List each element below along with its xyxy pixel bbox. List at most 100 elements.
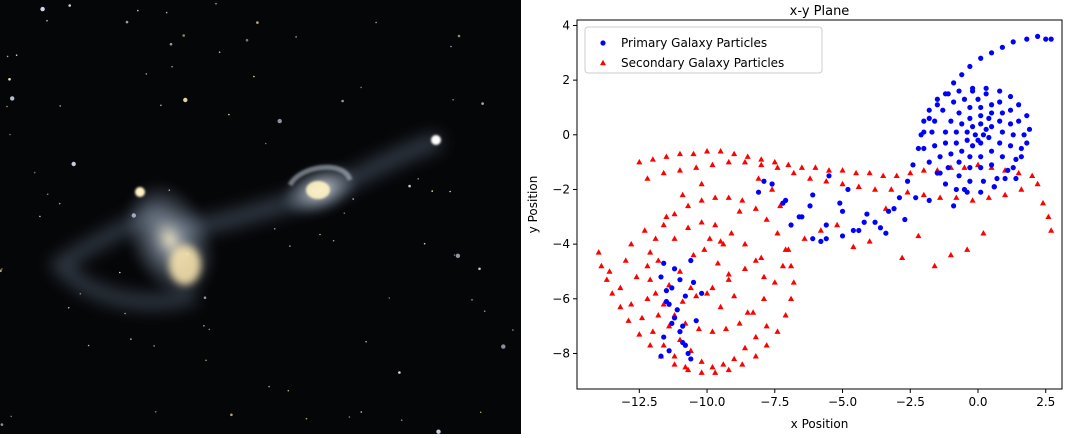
primary-particle <box>823 236 829 242</box>
secondary-particle <box>660 342 667 348</box>
secondary-particle <box>741 158 749 165</box>
star <box>160 104 162 107</box>
secondary-particle <box>698 197 705 203</box>
secondary-particle <box>671 353 678 359</box>
primary-particle <box>986 115 992 121</box>
primary-particle <box>780 200 786 206</box>
secondary-particle <box>1002 191 1009 198</box>
star <box>253 75 255 78</box>
primary-particle <box>956 173 962 179</box>
secondary-particle <box>698 219 705 225</box>
x-tick-label: −12.5 <box>621 395 658 409</box>
primary-particle <box>988 102 995 108</box>
star <box>203 325 205 327</box>
primary-particle <box>864 211 870 217</box>
star <box>46 19 48 22</box>
secondary-particle <box>704 290 711 296</box>
primary-particle <box>929 129 935 135</box>
primary-particle <box>902 216 908 223</box>
primary-particle <box>997 140 1003 146</box>
star <box>59 105 61 107</box>
primary-particle <box>885 208 892 214</box>
secondary-particle <box>644 262 651 269</box>
star <box>67 306 70 309</box>
secondary-particle <box>853 169 860 176</box>
primary-particle <box>978 121 984 127</box>
secondary-particle <box>644 295 651 302</box>
primary-particle <box>978 55 984 61</box>
primary-particle <box>682 293 688 299</box>
star <box>6 105 8 108</box>
secondary-particle <box>937 194 944 200</box>
primary-particle <box>861 219 867 225</box>
secondary-particle <box>880 172 887 179</box>
secondary-particle <box>1048 227 1055 233</box>
primary-particle <box>666 348 672 354</box>
primary-particle <box>953 129 959 135</box>
bright-star <box>431 135 441 145</box>
primary-particle <box>1018 145 1024 152</box>
secondary-particle <box>701 246 708 252</box>
y-tick-label: 4 <box>562 18 570 32</box>
secondary-particle <box>763 216 770 222</box>
secondary-particle <box>685 366 692 373</box>
x-tick-label: −10.0 <box>689 395 726 409</box>
primary-particle <box>978 154 984 160</box>
secondary-particle <box>609 290 616 296</box>
primary-particle <box>983 91 989 97</box>
star <box>455 253 461 258</box>
secondary-particle <box>685 224 692 230</box>
secondary-particle <box>603 276 610 282</box>
primary-particle <box>850 227 856 234</box>
secondary-particle <box>728 230 735 236</box>
primary-particle <box>945 91 951 97</box>
primary-particle <box>658 274 664 280</box>
secondary-particle <box>736 208 743 214</box>
primary-particle <box>910 162 916 168</box>
secondary-particle <box>806 175 814 181</box>
secondary-particle <box>750 309 757 315</box>
secondary-particle <box>725 276 732 282</box>
star <box>423 242 426 245</box>
galaxy-photo <box>0 0 521 434</box>
star <box>218 51 221 53</box>
secondary-particle <box>758 254 765 261</box>
primary-particle <box>810 236 816 242</box>
primary-particle <box>677 277 683 283</box>
primary-particle <box>1013 175 1019 182</box>
secondary-particle <box>774 328 781 334</box>
secondary-particle <box>961 164 968 170</box>
star <box>319 233 321 236</box>
primary-particle <box>942 140 949 146</box>
secondary-particle <box>617 303 624 310</box>
primary-particle <box>663 288 670 294</box>
primary-particle <box>823 222 829 228</box>
primary-particle <box>988 148 995 154</box>
legend-marker-primary <box>600 40 606 46</box>
secondary-particle <box>769 186 776 192</box>
primary-particle <box>991 184 997 190</box>
secondary-particle <box>720 361 727 367</box>
secondary-particle <box>1018 186 1025 192</box>
primary-particle <box>1043 36 1049 42</box>
secondary-particle <box>695 325 702 332</box>
star <box>6 55 9 58</box>
x-axis-ticks: −12.5 −10.0 −7.5 −5.0 −2.5 0.0 2.5 <box>621 389 1055 409</box>
primary-particle <box>669 320 675 326</box>
primary-particle <box>980 132 987 138</box>
secondary-particle <box>752 353 759 359</box>
secondary-particle <box>660 221 667 228</box>
y-tick-label: 2 <box>562 73 570 87</box>
secondary-particle <box>763 342 770 348</box>
secondary-particle <box>717 148 724 154</box>
star <box>183 97 188 103</box>
secondary-particle <box>709 363 716 370</box>
star <box>365 340 367 343</box>
star <box>40 6 45 12</box>
primary-particle <box>1021 132 1027 138</box>
secondary-particle <box>771 158 778 165</box>
axes-frame <box>576 19 1063 390</box>
star <box>10 96 15 101</box>
secondary-particle <box>636 331 643 337</box>
secondary-particle <box>638 314 646 321</box>
